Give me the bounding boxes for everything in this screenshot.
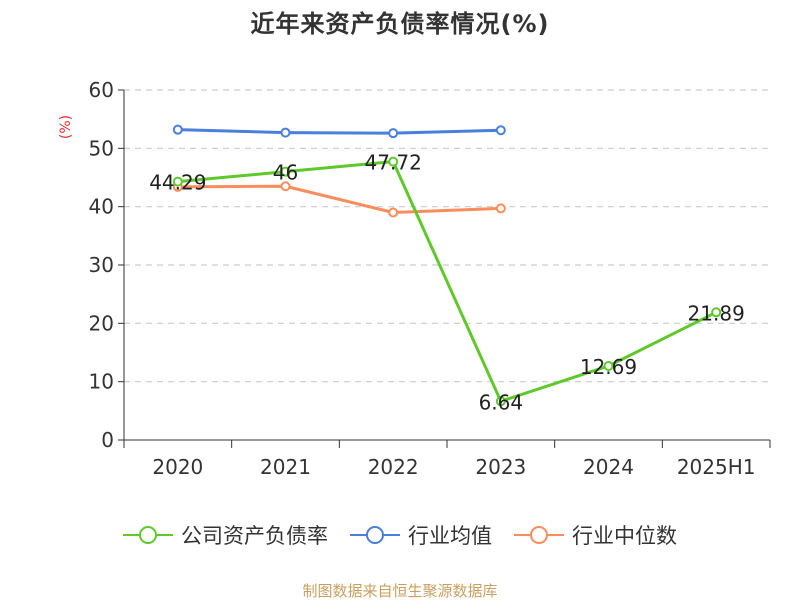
legend-label-company: 公司资产负债率 xyxy=(181,524,328,548)
legend-item-industry-mean[interactable]: 行业均值 xyxy=(350,520,492,550)
x-tick-label: 2020 xyxy=(152,455,203,479)
y-axis-unit-label: (%) xyxy=(58,115,74,139)
y-tick-label: 50 xyxy=(89,136,114,160)
legend-line-circle-icon xyxy=(123,526,173,544)
series-line-2 xyxy=(177,184,501,214)
x-tick-label: 2021 xyxy=(260,455,311,479)
data-point xyxy=(495,125,506,136)
data-labels: 44.29 46 47.72 6.64 12.69 21.89 xyxy=(149,151,745,415)
data-point xyxy=(280,166,291,177)
data-point xyxy=(495,203,506,214)
grid-lines xyxy=(124,89,770,383)
data-label: 44.29 xyxy=(149,171,206,195)
data-source-note: 制图数据来自恒生聚源数据库 xyxy=(302,582,498,600)
y-tick-label: 0 xyxy=(101,428,114,452)
data-label: 46 xyxy=(273,161,298,185)
y-tick-label: 60 xyxy=(89,78,114,102)
y-tick-label: 30 xyxy=(89,253,114,277)
data-label: 12.69 xyxy=(580,355,637,379)
data-point xyxy=(172,124,183,135)
data-point xyxy=(388,156,399,167)
y-tick-label: 20 xyxy=(89,311,114,335)
y-tick-label: 10 xyxy=(89,370,114,394)
data-point xyxy=(280,127,291,138)
x-tick-label: 2024 xyxy=(583,455,634,479)
series-lines xyxy=(172,124,722,407)
data-point xyxy=(711,307,722,318)
data-point xyxy=(495,396,506,407)
chart-title: 近年来资产负债率情况(%) xyxy=(250,10,550,38)
data-point xyxy=(172,176,183,187)
axes: 0 10 20 30 40 50 60 2020 2021 2022 2023 2024 2025H1 xyxy=(89,78,771,479)
y-tick-label: 40 xyxy=(89,195,114,219)
legend-line-circle-icon xyxy=(514,526,564,544)
legend-label-industry-mean: 行业均值 xyxy=(408,524,492,548)
x-tick-label: 2022 xyxy=(368,455,419,479)
series-line-1 xyxy=(177,128,501,135)
data-point xyxy=(280,181,291,192)
legend: 公司资产负债率 行业均值 行业中位数 xyxy=(0,520,800,550)
data-point xyxy=(603,360,614,371)
x-tick-label: 2023 xyxy=(475,455,526,479)
legend-item-company[interactable]: 公司资产负债率 xyxy=(123,520,328,550)
x-tick-label: 2025H1 xyxy=(677,455,756,479)
legend-label-industry-median: 行业中位数 xyxy=(572,524,677,548)
legend-item-industry-median[interactable]: 行业中位数 xyxy=(514,520,677,550)
data-label: 21.89 xyxy=(688,301,745,325)
legend-line-circle-icon xyxy=(350,526,400,544)
data-label: 47.72 xyxy=(365,151,422,175)
series-line-0 xyxy=(177,160,717,403)
data-label: 6.64 xyxy=(479,390,524,414)
data-point xyxy=(388,128,399,139)
data-point xyxy=(388,207,399,218)
